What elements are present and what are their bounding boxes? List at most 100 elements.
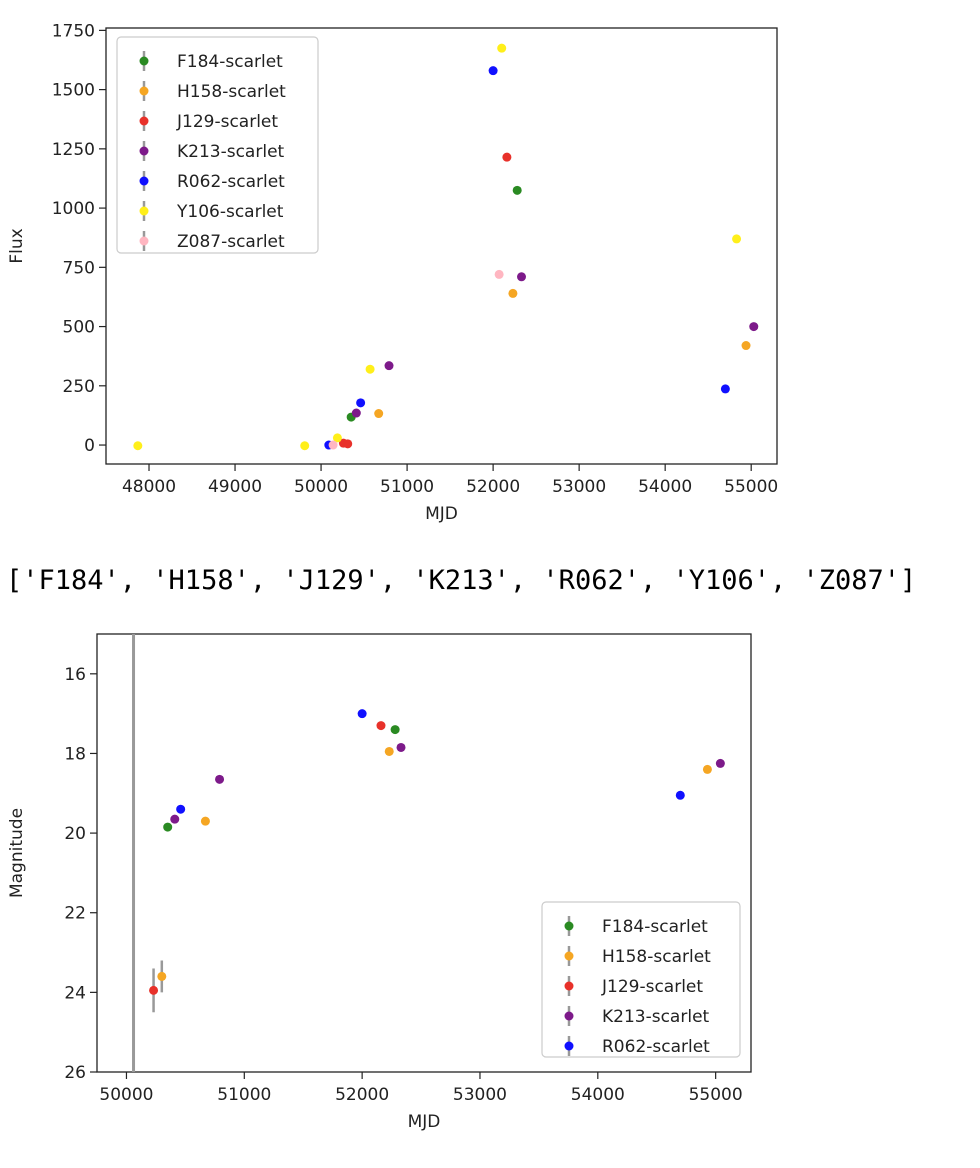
- magnitude-chart: 50000 51000 52000 53000 54000 55000 16 18 20 22 24…: [7, 633, 752, 1132]
- band-list-output: ['F184', 'H158', 'J129', 'K213', 'R062',…: [6, 565, 917, 596]
- x-tick-label: 49000: [208, 477, 262, 497]
- legend-item: J129-scarlet: [564, 976, 703, 997]
- y-tick-label: 16: [64, 665, 86, 685]
- x-tick-label: 50000: [294, 477, 348, 497]
- data-point: [715, 758, 725, 768]
- legend-label: Y106-scarlet: [176, 202, 284, 222]
- legend-item: R062-scarlet: [139, 171, 285, 192]
- legend-item: J129-scarlet: [139, 111, 278, 132]
- legend-marker: [139, 56, 149, 66]
- legend-item: K213-scarlet: [139, 141, 285, 162]
- legend-item: Y106-scarlet: [139, 201, 284, 222]
- x-tick-label: 51000: [217, 1085, 271, 1105]
- legend-box: [116, 36, 319, 254]
- data-point: [517, 272, 527, 282]
- data-point: [494, 269, 504, 279]
- data-point: [215, 774, 225, 784]
- data-point: [384, 361, 394, 371]
- legend-marker: [564, 1011, 574, 1021]
- data-point: [351, 408, 361, 418]
- legend-item: Z087-scarlet: [139, 231, 285, 252]
- data-point: [170, 814, 180, 824]
- legend-item: K213-scarlet: [564, 1006, 710, 1027]
- legend-item: F184-scarlet: [564, 916, 708, 937]
- data-point: [488, 66, 498, 76]
- y-axis-label: Magnitude: [7, 808, 27, 898]
- data-point: [675, 790, 685, 800]
- data-point: [149, 985, 159, 995]
- legend-label: K213-scarlet: [177, 142, 285, 162]
- data-point: [157, 971, 167, 981]
- x-tick-label: 55000: [689, 1085, 743, 1105]
- x-tick-label: 53000: [453, 1085, 507, 1105]
- x-axis-label: MJD: [408, 1112, 441, 1132]
- data-point: [356, 398, 366, 408]
- legend-label: J129-scarlet: [176, 112, 278, 132]
- legend-marker: [139, 86, 149, 96]
- data-point: [732, 234, 742, 244]
- y-tick-label: 750: [63, 258, 95, 278]
- y-tick-label: 1250: [52, 140, 95, 160]
- x-tick-label: 55000: [724, 477, 778, 497]
- legend-marker: [139, 236, 149, 246]
- legend-marker: [139, 146, 149, 156]
- data-point: [749, 322, 759, 332]
- data-point: [497, 43, 507, 53]
- y-tick-label: 500: [63, 318, 95, 338]
- legend-marker: [139, 116, 149, 126]
- x-tick-label: 51000: [380, 477, 434, 497]
- data-point: [332, 433, 342, 443]
- data-point: [163, 822, 173, 832]
- y-tick-label: 1500: [52, 81, 95, 101]
- data-point: [343, 439, 353, 449]
- data-point: [376, 721, 386, 731]
- y-tick-label: 250: [63, 377, 95, 397]
- legend-marker: [564, 981, 574, 991]
- data-point: [508, 288, 518, 298]
- legend-label: H158-scarlet: [602, 947, 711, 967]
- x-tick-label: 48000: [122, 477, 176, 497]
- data-point: [502, 152, 512, 162]
- legend-label: F184-scarlet: [177, 52, 283, 72]
- data-point: [365, 364, 375, 374]
- data-point: [396, 742, 406, 752]
- data-point: [390, 725, 400, 735]
- legend-box: [541, 901, 741, 1058]
- data-point: [512, 185, 522, 195]
- data-point: [176, 804, 186, 814]
- x-tick-label: 50000: [99, 1085, 153, 1105]
- legend-label: F184-scarlet: [602, 917, 708, 937]
- legend-marker: [139, 176, 149, 186]
- x-tick-label: 53000: [552, 477, 606, 497]
- legend-label: J129-scarlet: [601, 977, 703, 997]
- data-point: [720, 384, 730, 394]
- legend: F184-scarlet H158-scarlet J129-scarlet K213…: [116, 36, 319, 254]
- y-tick-label: 0: [84, 436, 95, 456]
- data-point: [200, 816, 210, 826]
- legend-item: H158-scarlet: [564, 946, 711, 967]
- y-axis-label: Flux: [7, 228, 27, 263]
- x-tick-label: 52000: [466, 477, 520, 497]
- legend-marker: [564, 1041, 574, 1051]
- flux-chart: 48000 49000 50000 51000 52000 53000 54000 55000…: [7, 21, 778, 524]
- legend-label: R062-scarlet: [602, 1037, 710, 1057]
- data-point: [384, 746, 394, 756]
- x-tick-label: 54000: [571, 1085, 625, 1105]
- legend-label: R062-scarlet: [177, 172, 285, 192]
- x-axis-label: MJD: [425, 504, 458, 524]
- legend-item: R062-scarlet: [564, 1036, 710, 1057]
- legend-marker: [139, 206, 149, 216]
- legend-label: H158-scarlet: [177, 82, 286, 102]
- y-tick-label: 22: [64, 904, 86, 924]
- legend-marker: [564, 951, 574, 961]
- legend: F184-scarlet H158-scarlet J129-scarlet K213…: [541, 901, 741, 1058]
- y-tick-label: 18: [64, 744, 86, 764]
- data-point: [133, 441, 143, 451]
- data-point: [300, 441, 310, 451]
- legend-label: K213-scarlet: [602, 1007, 710, 1027]
- x-tick-label: 52000: [335, 1085, 389, 1105]
- legend-item: F184-scarlet: [139, 51, 283, 72]
- x-tick-label: 54000: [638, 477, 692, 497]
- y-tick-label: 1000: [52, 199, 95, 219]
- data-point: [374, 409, 384, 419]
